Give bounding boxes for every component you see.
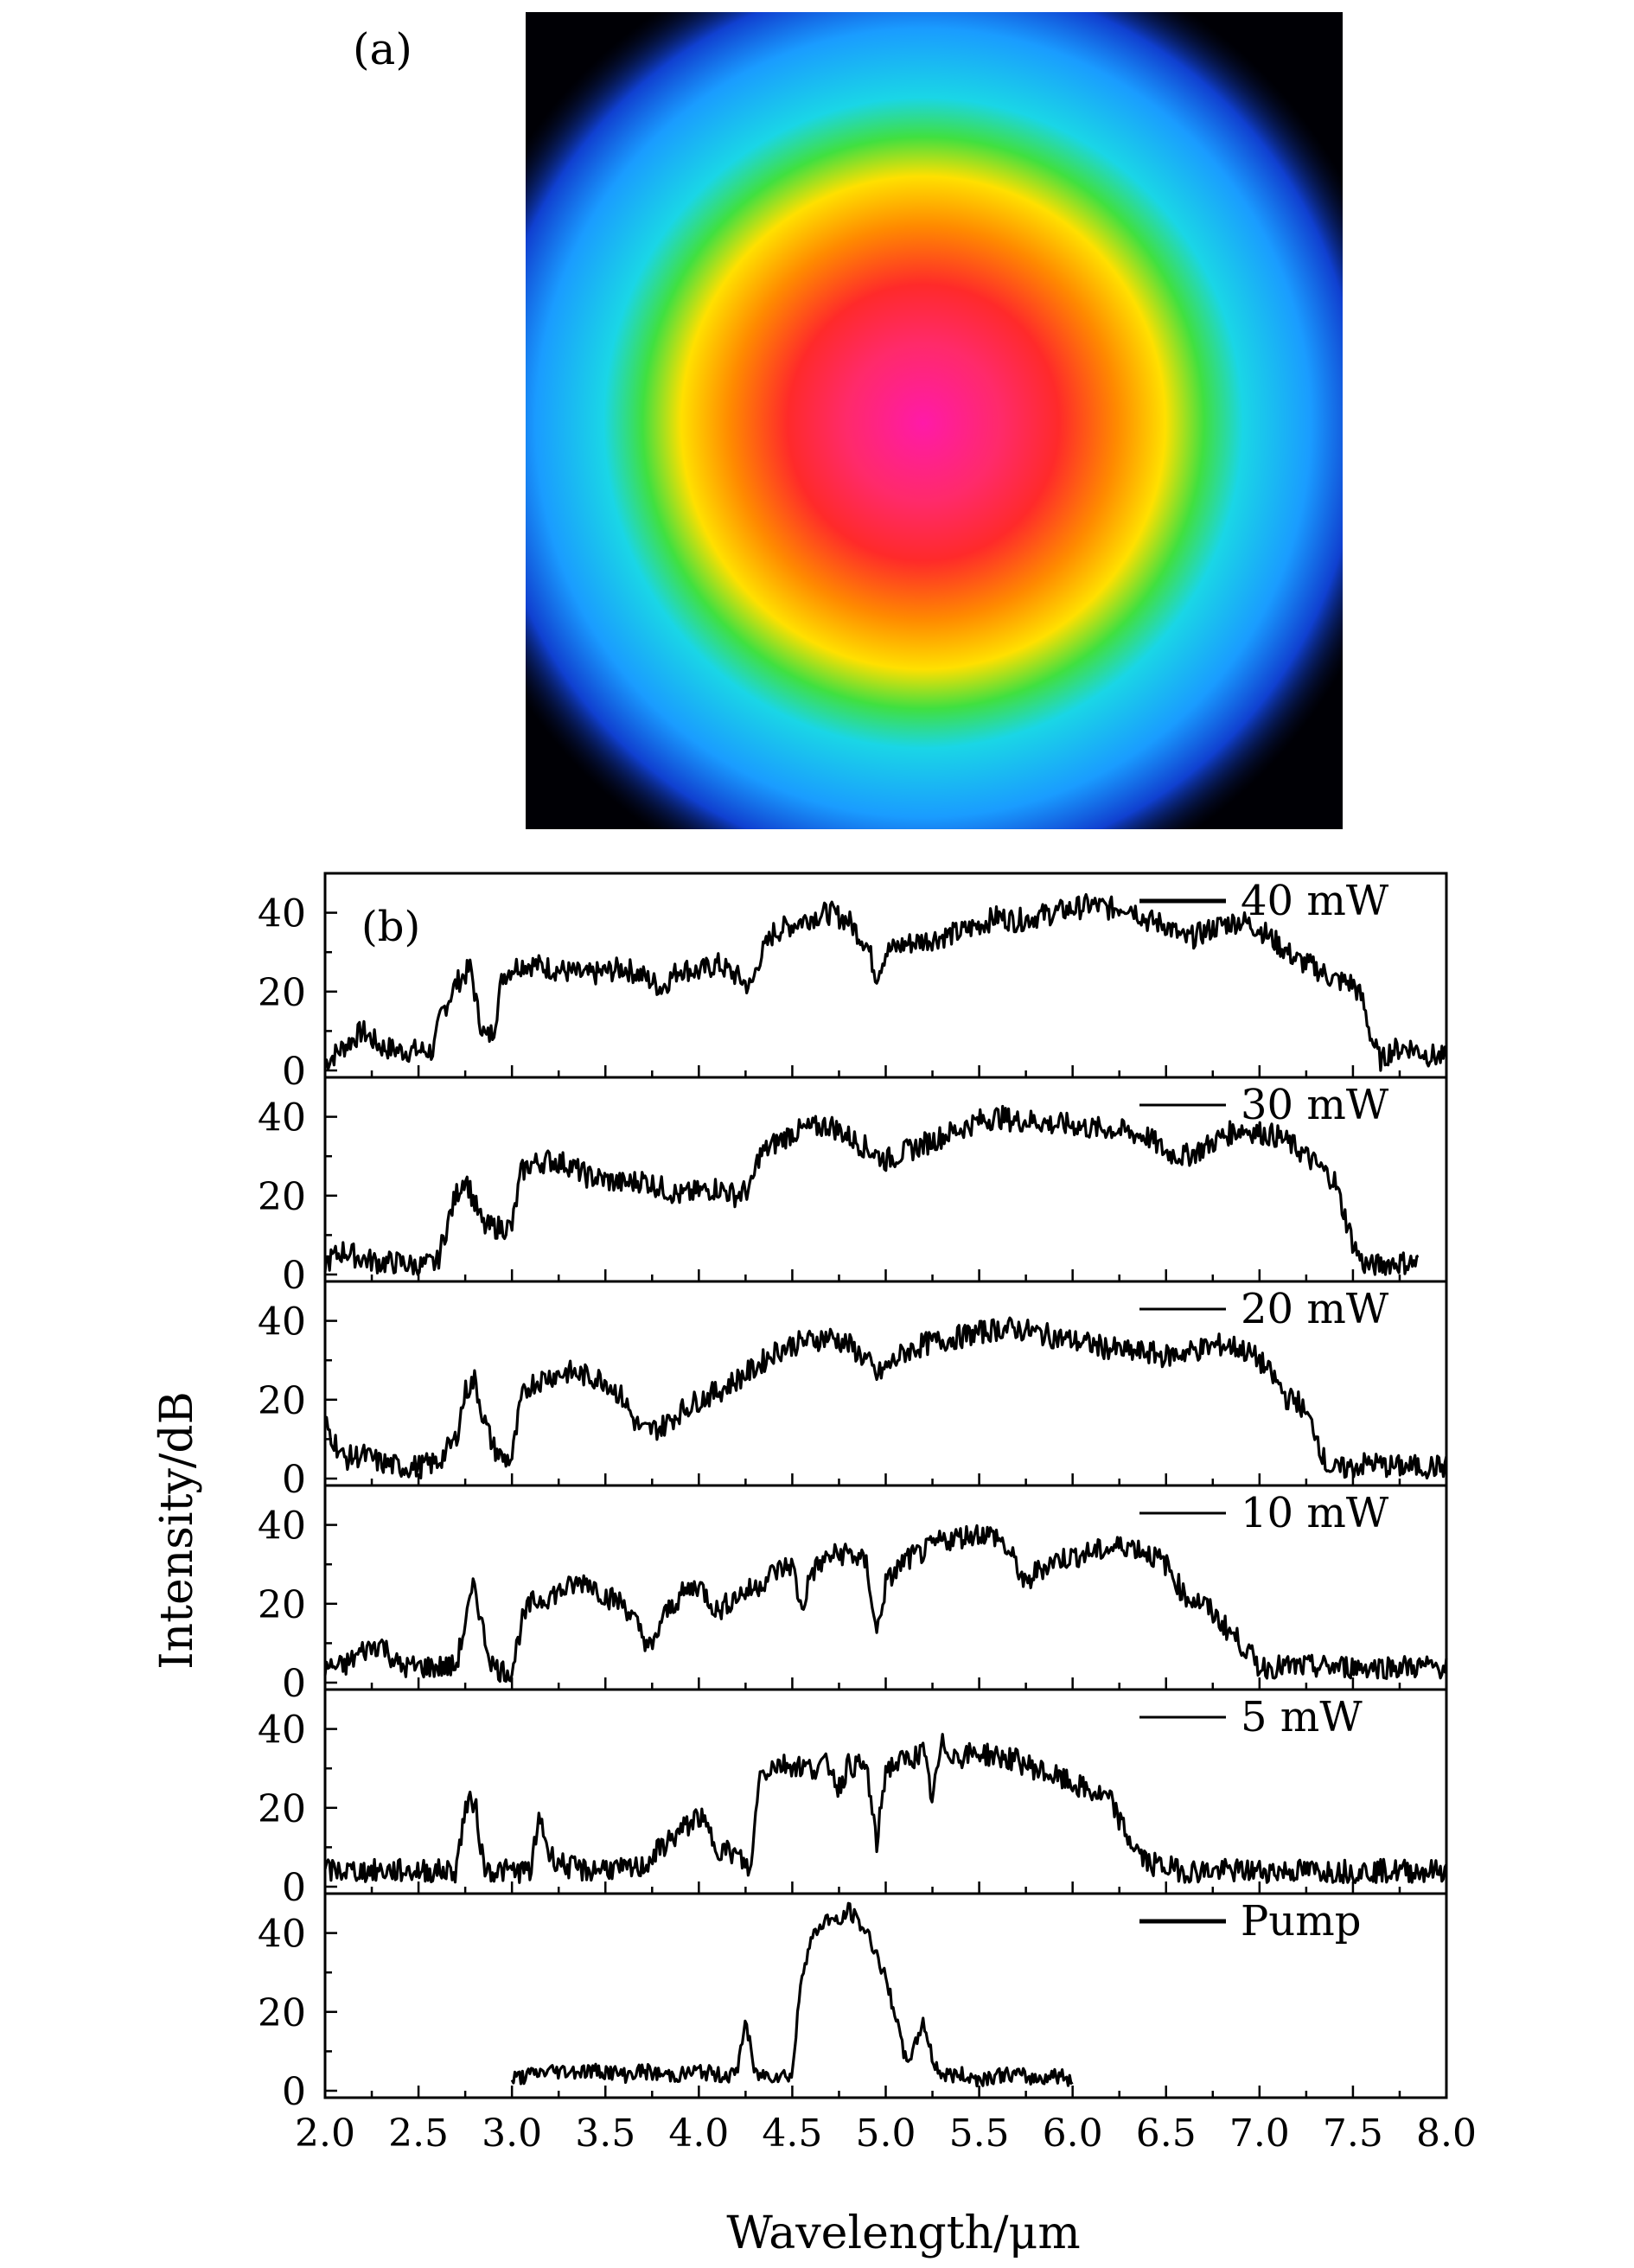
series-line bbox=[323, 1316, 1448, 1480]
y-tick-label: 20 bbox=[258, 971, 306, 1015]
y-tick-label: 40 bbox=[258, 1913, 306, 1957]
x-axis-label: Wavelength/μm bbox=[726, 2207, 1080, 2259]
y-tick-label: 20 bbox=[258, 1787, 306, 1831]
y-tick-label: 20 bbox=[258, 1583, 306, 1627]
y-tick-label: 0 bbox=[282, 1254, 306, 1298]
beam-profile-image bbox=[526, 12, 1343, 829]
x-tick-label: 7.0 bbox=[1229, 2111, 1290, 2156]
y-tick-label: 20 bbox=[258, 1379, 306, 1423]
x-tick-label: 2.0 bbox=[295, 2111, 355, 2156]
y-tick-label: 20 bbox=[258, 1991, 306, 2035]
y-tick-label: 0 bbox=[282, 1050, 306, 1094]
y-tick-label: 40 bbox=[258, 1096, 306, 1140]
subpanel-6: 0 20 40 Pump bbox=[258, 1892, 1448, 2114]
y-tick-label: 0 bbox=[282, 1458, 306, 1502]
legend-label: 5 mW bbox=[1241, 1693, 1363, 1741]
legend-label: 10 mW bbox=[1241, 1489, 1389, 1537]
y-tick-label: 40 bbox=[258, 892, 306, 936]
series-line bbox=[510, 1901, 1074, 2088]
subpanel-3: 0 20 40 20 mW bbox=[258, 1280, 1448, 1502]
y-tick-label: 0 bbox=[282, 2070, 306, 2114]
series-line bbox=[323, 1733, 1448, 1884]
beam-spot bbox=[526, 12, 1343, 829]
panel-a-label: (a) bbox=[353, 24, 412, 74]
subpanel-1: 0 20 40 40 mW bbox=[258, 872, 1448, 1094]
x-tick-label: 8.0 bbox=[1416, 2111, 1477, 2156]
subpanel-4: 0 20 40 10 mW bbox=[258, 1484, 1448, 1706]
subpanel-5: 0 20 40 5 mW bbox=[258, 1688, 1448, 1910]
x-tick-label: 2.5 bbox=[388, 2111, 449, 2156]
series-line bbox=[323, 1104, 1420, 1276]
y-tick-label: 0 bbox=[282, 1866, 306, 1910]
series-line bbox=[323, 1524, 1448, 1683]
x-tick-label: 3.0 bbox=[482, 2111, 542, 2156]
x-tick-label: 4.0 bbox=[668, 2111, 729, 2156]
legend-label: Pump bbox=[1241, 1897, 1361, 1945]
y-tick-label: 40 bbox=[258, 1505, 306, 1549]
y-tick-label: 20 bbox=[258, 1175, 306, 1219]
x-tick-label: 4.5 bbox=[762, 2111, 822, 2156]
panel-b-label: (b) bbox=[361, 903, 420, 951]
legend-label: 20 mW bbox=[1241, 1285, 1389, 1333]
x-tick-label: 5.5 bbox=[949, 2111, 1010, 2156]
series-line bbox=[323, 892, 1448, 1072]
x-tick-label: 5.0 bbox=[856, 2111, 916, 2156]
y-tick-label: 0 bbox=[282, 1662, 306, 1706]
legend-label: 30 mW bbox=[1241, 1081, 1389, 1129]
x-tick-label: 3.5 bbox=[575, 2111, 635, 2156]
subpanel-2: 0 20 40 30 mW bbox=[258, 1076, 1448, 1298]
x-tick-label: 7.5 bbox=[1323, 2111, 1383, 2156]
y-tick-label: 40 bbox=[258, 1300, 306, 1345]
x-tick-label: 6.5 bbox=[1136, 2111, 1197, 2156]
legend-label: 40 mW bbox=[1241, 877, 1389, 925]
x-tick-label: 6.0 bbox=[1043, 2111, 1103, 2156]
y-axis-label: Intensity/dB bbox=[151, 1391, 203, 1670]
y-tick-label: 40 bbox=[258, 1709, 306, 1753]
